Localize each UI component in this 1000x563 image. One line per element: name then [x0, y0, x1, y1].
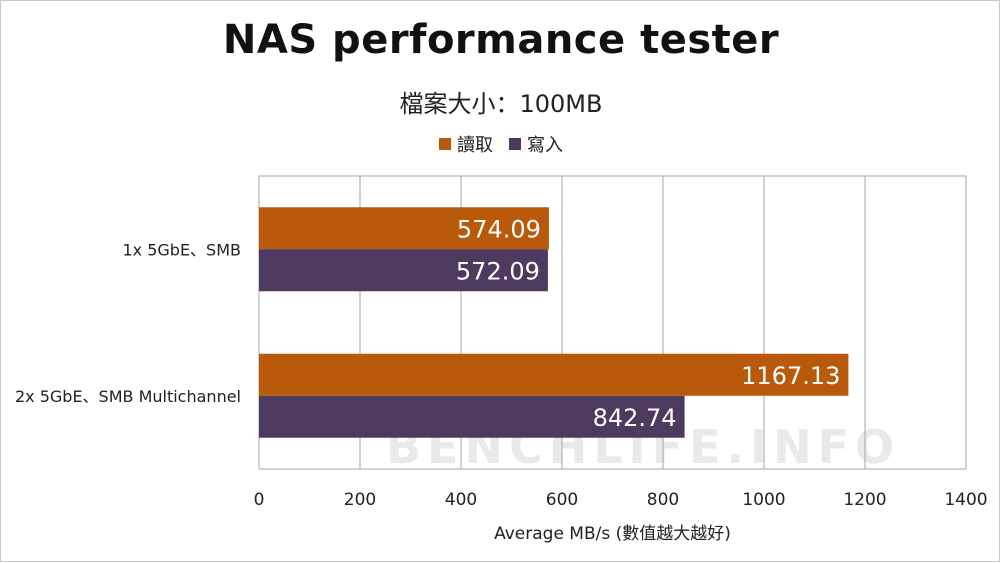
data-label-0-0: 574.09 — [457, 215, 541, 243]
legend-swatch-write — [509, 138, 521, 150]
category-label-0: 1x 5GbE、SMB — [122, 240, 241, 259]
bar-1-0 — [259, 249, 548, 292]
legend-item-write: 寫入 — [509, 131, 563, 157]
x-tick-label-1200: 1200 — [843, 490, 886, 510]
x-tick-label-1000: 1000 — [742, 490, 785, 510]
chart-title: NAS performance tester — [222, 17, 780, 63]
bar-0-1 — [259, 353, 849, 396]
legend-swatch-read — [439, 138, 451, 150]
bar-1-1 — [259, 395, 685, 438]
x-tick-labels: 0 200 400 600 800 1000 1200 1400 — [254, 490, 988, 510]
bar-0-0 — [259, 207, 549, 250]
x-tick-label-800: 800 — [647, 490, 679, 510]
legend-label-write: 寫入 — [527, 135, 563, 156]
legend-item-read: 讀取 — [439, 131, 493, 157]
chart-subtitle: 檔案大小：100MB — [399, 90, 603, 118]
x-tick-label-200: 200 — [344, 490, 376, 510]
legend-label-read: 讀取 — [457, 135, 493, 156]
x-tick-label-0: 0 — [254, 490, 265, 510]
category-label-1: 2x 5GbE、SMB Multichannel — [15, 387, 241, 406]
legend: 讀取 寫入 — [1, 131, 1000, 157]
bars: 574.09 572.09 1167.13 842.74 — [259, 207, 849, 438]
x-axis-title: Average MB/s (數值越大越好) — [494, 524, 731, 544]
data-label-0-1: 1167.13 — [741, 362, 840, 390]
x-tick-label-400: 400 — [445, 490, 477, 510]
data-label-1-1: 842.74 — [593, 404, 677, 432]
x-tick-label-600: 600 — [546, 490, 578, 510]
category-labels: 1x 5GbE、SMB 2x 5GbE、SMB Multichannel — [15, 240, 241, 406]
data-label-1-0: 572.09 — [456, 257, 540, 285]
x-tick-label-1400: 1400 — [944, 490, 987, 510]
